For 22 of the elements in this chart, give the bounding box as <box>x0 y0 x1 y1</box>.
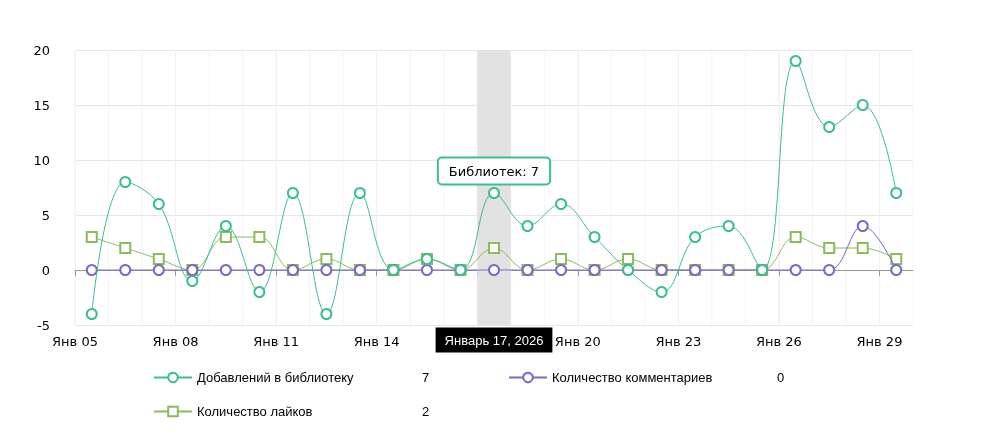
x-tick-label: Янв 08 <box>152 334 199 349</box>
text: Январь 17, 2026 <box>444 332 544 348</box>
x-tick-label: Янв 11 <box>253 334 300 349</box>
x-tick-label: Янв 29 <box>856 334 903 349</box>
text: 7 <box>422 370 430 385</box>
text: 2 <box>422 404 430 419</box>
x-tick-label: Янв 20 <box>554 334 601 349</box>
legend-label: Количество лайков <box>197 404 313 419</box>
text: 0 <box>777 370 785 385</box>
x-tick-label: Янв 05 <box>52 334 98 349</box>
x-tick-label: Янв 14 <box>353 334 400 349</box>
legend-label: Количество комментариев <box>552 370 713 385</box>
y-tick-label: -5 <box>37 317 50 333</box>
y-tick-label: 20 <box>33 42 50 58</box>
y-tick-label: 10 <box>33 152 50 168</box>
y-tick-label: 15 <box>33 97 50 113</box>
annotation: Библиотек: 7 <box>448 163 540 179</box>
x-tick-label: Янв 23 <box>655 334 702 349</box>
y-tick-label: 0 <box>41 262 50 278</box>
x-tick-label: Янв 26 <box>755 334 802 349</box>
legend-label: Добавлений в библиотеку <box>197 370 355 385</box>
y-tick-label: 5 <box>41 207 50 223</box>
